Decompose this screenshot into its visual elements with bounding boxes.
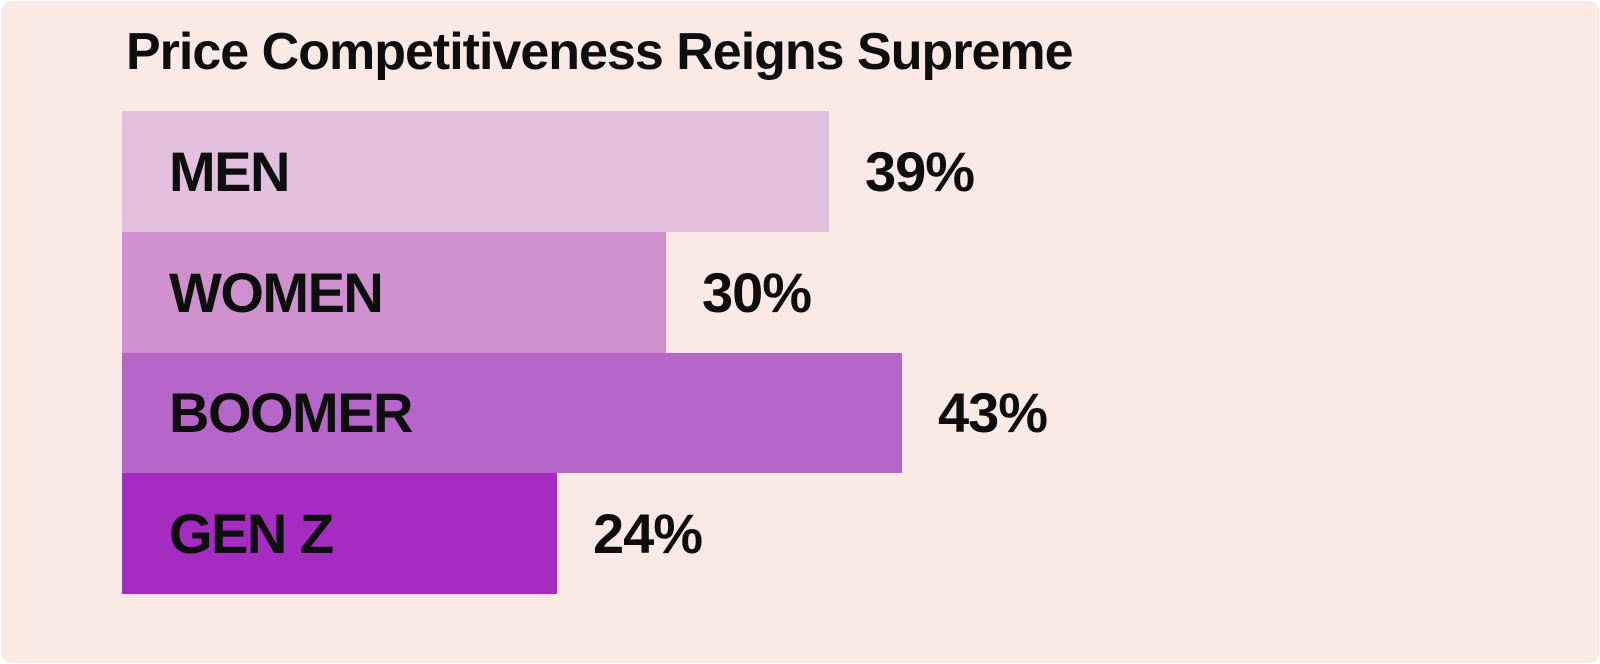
chart-title: Price Competitiveness Reigns Supreme <box>126 23 1074 81</box>
bar-value-label: 43% <box>938 381 1048 445</box>
bar-chart: MEN 39% WOMEN 30% BOOMER 43% GEN Z 24% <box>122 111 1048 594</box>
bar-value-label: 39% <box>865 139 975 203</box>
bar-category-label: WOMEN <box>169 260 384 324</box>
bar-row: WOMEN 30% <box>122 231 1047 353</box>
bar-row: MEN 39% <box>122 111 1047 232</box>
bar-category-label: MEN <box>169 139 290 203</box>
bar-row: BOOMER 43% <box>122 352 1048 474</box>
bar-value-label: 30% <box>702 260 812 324</box>
bar: MEN <box>122 111 829 232</box>
bar: GEN Z <box>122 473 557 594</box>
bar: WOMEN <box>122 231 666 353</box>
bar-category-label: BOOMER <box>169 381 414 445</box>
bar-value-label: 24% <box>593 502 703 566</box>
bar-category-label: GEN Z <box>169 502 334 566</box>
bar: BOOMER <box>122 352 902 474</box>
bar-row: GEN Z 24% <box>122 473 1047 594</box>
